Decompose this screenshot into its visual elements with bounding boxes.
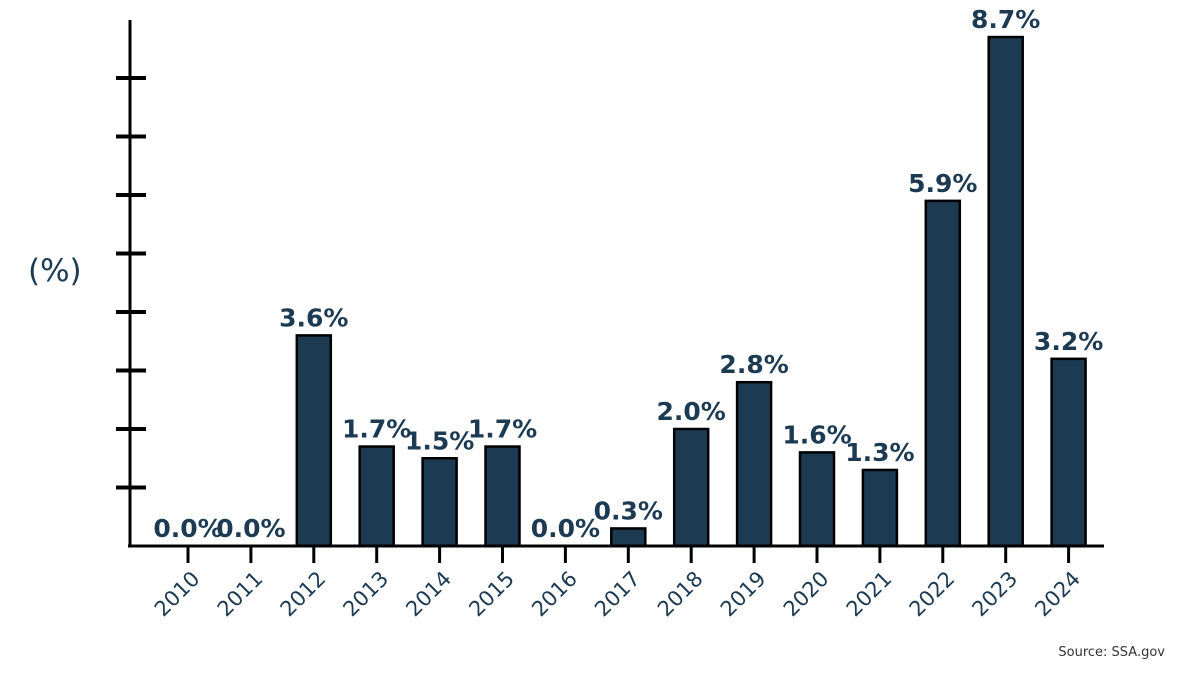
value-label-2021: 1.3% [845, 438, 914, 467]
bars [295, 35, 1087, 548]
x-tick-label-2015: 2015 [464, 567, 519, 622]
x-tick-label-2013: 2013 [338, 567, 393, 622]
value-label-2016: 0.0% [531, 514, 600, 543]
bar-2018 [672, 427, 710, 548]
source-note: Source: SSA.gov [1058, 645, 1165, 660]
x-tick-labels: 2010 2011 2012 2013 2014 2015 2016 2017 2018 2019… [150, 567, 1085, 622]
value-label-2023: 8.7% [971, 5, 1040, 34]
x-tick-label-2019: 2019 [716, 567, 771, 622]
bar-2024 [1050, 357, 1087, 548]
value-label-2022: 5.9% [908, 169, 977, 198]
value-label-2014: 1.5% [405, 426, 474, 455]
x-tick-label-2017: 2017 [590, 567, 645, 622]
x-tick-label-2022: 2022 [905, 567, 960, 622]
x-tick-label-2021: 2021 [842, 567, 897, 622]
value-label-2018: 2.0% [657, 397, 726, 426]
x-tick-label-2012: 2012 [276, 567, 331, 622]
x-tick-label-2014: 2014 [401, 567, 456, 622]
bar-2021 [861, 468, 899, 548]
y-axis-label: (%) [28, 253, 82, 289]
x-tick-label-2018: 2018 [653, 567, 708, 622]
value-labels: 0.0%0.0%3.6%1.7%1.5%1.7%0.0%0.3%2.0%2.8%… [153, 5, 1103, 543]
value-label-2010: 0.0% [153, 514, 222, 543]
x-axis-ticks [186, 546, 1071, 563]
x-tick-label-2023: 2023 [967, 567, 1022, 622]
value-label-2013: 1.7% [342, 415, 411, 444]
x-tick-label-2011: 2011 [213, 567, 268, 622]
bar-2022 [924, 199, 962, 548]
x-tick-label-2010: 2010 [150, 567, 205, 622]
value-label-2019: 2.8% [719, 350, 788, 379]
x-tick-label-2024: 2024 [1030, 567, 1085, 622]
value-label-2011: 0.0% [216, 514, 285, 543]
bar-2014 [421, 457, 458, 548]
value-label-2020: 1.6% [782, 420, 851, 449]
bar-2020 [798, 451, 836, 548]
x-tick-label-2020: 2020 [779, 567, 834, 622]
bar-2013 [358, 445, 395, 548]
value-label-2012: 3.6% [279, 303, 348, 332]
bar-2015 [484, 445, 521, 548]
x-tick-label-2016: 2016 [527, 567, 582, 622]
value-label-2024: 3.2% [1034, 327, 1103, 356]
bar-2019 [735, 380, 773, 548]
value-label-2015: 1.7% [468, 415, 537, 444]
value-label-2017: 0.3% [594, 496, 663, 525]
bar-2012 [295, 334, 333, 548]
bar-2017 [610, 527, 647, 548]
bar-2023 [987, 35, 1024, 548]
